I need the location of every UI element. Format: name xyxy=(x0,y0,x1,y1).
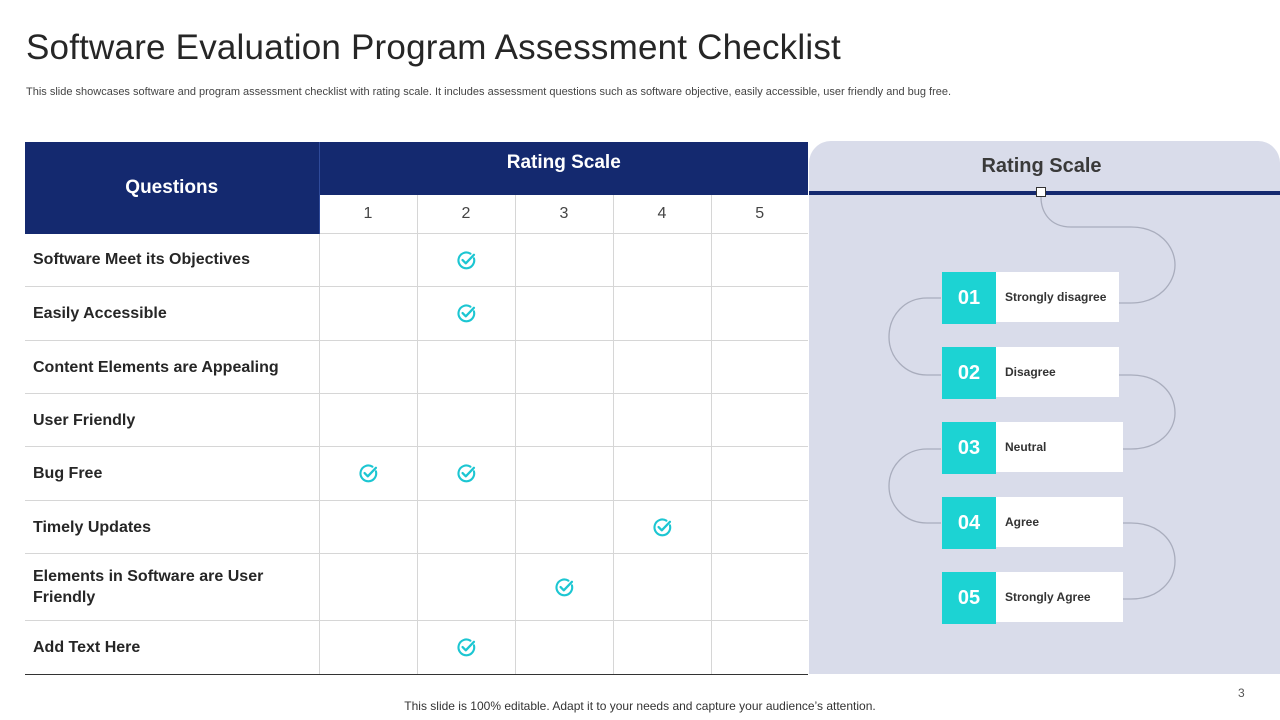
rating-cell-5[interactable] xyxy=(710,286,809,341)
rating-step-05: 05 Strongly Agree xyxy=(942,572,1123,624)
rating-cell-4[interactable] xyxy=(612,500,711,554)
rating-cell-1[interactable] xyxy=(318,620,417,675)
check-circle-icon xyxy=(554,577,575,598)
rating-cell-4[interactable] xyxy=(612,620,711,675)
question-label: User Friendly xyxy=(25,393,319,447)
connector-path xyxy=(888,196,1176,600)
step-label: Strongly disagree xyxy=(996,272,1119,322)
rating-cell-4[interactable] xyxy=(612,393,711,447)
slide-subtitle: This slide showcases software and progra… xyxy=(26,86,952,98)
rating-cell-2[interactable] xyxy=(416,553,515,621)
table-row: Content Elements are Appealing xyxy=(25,340,809,394)
scale-number-1: 1 xyxy=(318,195,417,234)
rating-cell-4[interactable] xyxy=(612,340,711,394)
scale-number-5: 5 xyxy=(710,195,809,234)
table-row: Elements in Software are User Friendly xyxy=(25,553,809,621)
rating-cell-4[interactable] xyxy=(612,553,711,621)
rating-cell-1[interactable] xyxy=(318,340,417,394)
rating-cell-3[interactable] xyxy=(514,233,613,287)
step-label: Neutral xyxy=(996,422,1123,472)
question-label: Elements in Software are User Friendly xyxy=(25,553,319,621)
question-label: Content Elements are Appealing xyxy=(25,340,319,394)
rating-cell-5[interactable] xyxy=(710,393,809,447)
rating-step-04: 04 Agree xyxy=(942,497,1123,549)
panel-title: Rating Scale xyxy=(981,155,1102,177)
slide-title: Software Evaluation Program Assessment C… xyxy=(26,28,841,67)
rating-cell-1[interactable] xyxy=(318,393,417,447)
check-circle-icon xyxy=(456,637,477,658)
rating-cell-5[interactable] xyxy=(710,233,809,287)
rating-cell-3[interactable] xyxy=(514,286,613,341)
rating-cell-2[interactable] xyxy=(416,233,515,287)
rating-step-01: 01 Strongly disagree xyxy=(942,272,1119,324)
rating-cell-4[interactable] xyxy=(612,233,711,287)
questions-header: Questions xyxy=(25,142,320,234)
rating-cell-5[interactable] xyxy=(710,340,809,394)
rating-step-02: 02 Disagree xyxy=(942,347,1119,399)
scale-number-4: 4 xyxy=(612,195,711,234)
step-number: 03 xyxy=(942,422,996,474)
table-row: Add Text Here xyxy=(25,620,809,675)
question-label: Software Meet its Objectives xyxy=(25,233,319,287)
question-label: Easily Accessible xyxy=(25,286,319,341)
table-row: Easily Accessible xyxy=(25,286,809,341)
check-circle-icon xyxy=(456,303,477,324)
rating-cell-1[interactable] xyxy=(318,500,417,554)
rating-cell-2[interactable] xyxy=(416,340,515,394)
page-number: 3 xyxy=(1238,686,1245,700)
step-number: 05 xyxy=(942,572,996,624)
rating-cell-1[interactable] xyxy=(318,446,417,501)
step-label: Strongly Agree xyxy=(996,572,1123,622)
rating-scale-header: Rating Scale xyxy=(319,142,809,195)
step-number: 01 xyxy=(942,272,996,324)
rating-cell-1[interactable] xyxy=(318,233,417,287)
rating-cell-3[interactable] xyxy=(514,500,613,554)
table-row: Software Meet its Objectives xyxy=(25,233,809,287)
question-label: Add Text Here xyxy=(25,620,319,675)
rating-cell-2[interactable] xyxy=(416,500,515,554)
rating-cell-1[interactable] xyxy=(318,286,417,341)
rating-cell-5[interactable] xyxy=(710,500,809,554)
rating-cell-2[interactable] xyxy=(416,446,515,501)
table-row: Timely Updates xyxy=(25,500,809,554)
step-number: 04 xyxy=(942,497,996,549)
check-circle-icon xyxy=(456,250,477,271)
table-row: Bug Free xyxy=(25,446,809,501)
rating-cell-3[interactable] xyxy=(514,393,613,447)
question-label: Bug Free xyxy=(25,446,319,501)
rating-cell-2[interactable] xyxy=(416,393,515,447)
scale-number-2: 2 xyxy=(416,195,515,234)
rating-cell-2[interactable] xyxy=(416,286,515,341)
step-label: Agree xyxy=(996,497,1123,547)
rating-cell-1[interactable] xyxy=(318,553,417,621)
rating-cell-5[interactable] xyxy=(710,620,809,675)
rating-cell-5[interactable] xyxy=(710,553,809,621)
step-number: 02 xyxy=(942,347,996,399)
rating-cell-5[interactable] xyxy=(710,446,809,501)
check-circle-icon xyxy=(652,517,673,538)
question-label: Timely Updates xyxy=(25,500,319,554)
rating-cell-4[interactable] xyxy=(612,446,711,501)
rating-cell-3[interactable] xyxy=(514,446,613,501)
check-circle-icon xyxy=(358,463,379,484)
rating-cell-3[interactable] xyxy=(514,340,613,394)
rating-cell-2[interactable] xyxy=(416,620,515,675)
rating-scale-panel: Rating Scale 01 Strongly disagree 02 Disagr… xyxy=(809,141,1280,674)
path-start-marker xyxy=(1036,187,1046,197)
rating-cell-4[interactable] xyxy=(612,286,711,341)
check-circle-icon xyxy=(456,463,477,484)
rating-cell-3[interactable] xyxy=(514,620,613,675)
footer-note: This slide is 100% editable. Adapt it to… xyxy=(404,699,876,713)
rating-cell-3[interactable] xyxy=(514,553,613,621)
table-row: User Friendly xyxy=(25,393,809,447)
scale-number-3: 3 xyxy=(514,195,613,234)
step-label: Disagree xyxy=(996,347,1119,397)
rating-step-03: 03 Neutral xyxy=(942,422,1123,474)
